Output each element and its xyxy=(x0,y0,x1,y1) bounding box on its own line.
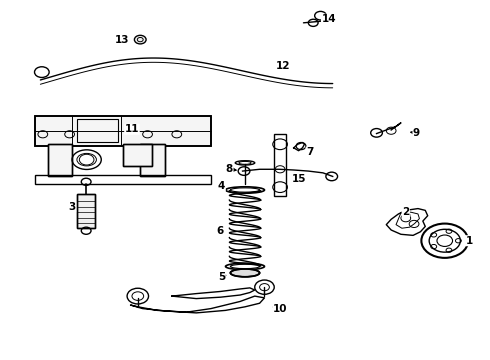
Text: 4: 4 xyxy=(218,181,225,192)
Bar xyxy=(140,144,165,176)
Text: 6: 6 xyxy=(216,226,223,236)
Bar xyxy=(35,116,211,146)
Text: 10: 10 xyxy=(273,304,287,314)
Text: 11: 11 xyxy=(125,124,139,134)
Text: 8: 8 xyxy=(226,164,233,174)
Text: 1: 1 xyxy=(466,236,473,246)
Bar xyxy=(48,144,72,176)
Text: 13: 13 xyxy=(115,35,129,45)
Bar xyxy=(274,134,287,196)
Ellipse shape xyxy=(230,269,260,277)
Bar xyxy=(35,116,211,146)
Bar xyxy=(123,144,152,166)
Bar xyxy=(77,194,96,228)
Text: 12: 12 xyxy=(276,62,290,71)
Bar xyxy=(140,144,165,176)
Bar xyxy=(35,175,211,184)
Bar xyxy=(123,144,152,166)
Text: 15: 15 xyxy=(292,174,306,184)
Bar xyxy=(48,144,72,176)
Text: 2: 2 xyxy=(402,207,410,217)
Text: 7: 7 xyxy=(306,147,314,157)
Bar xyxy=(77,119,118,143)
Text: 9: 9 xyxy=(413,128,420,138)
Text: 5: 5 xyxy=(218,272,225,282)
Circle shape xyxy=(134,35,146,44)
Bar xyxy=(77,194,96,228)
Text: 3: 3 xyxy=(69,202,75,212)
Text: 14: 14 xyxy=(321,14,336,24)
